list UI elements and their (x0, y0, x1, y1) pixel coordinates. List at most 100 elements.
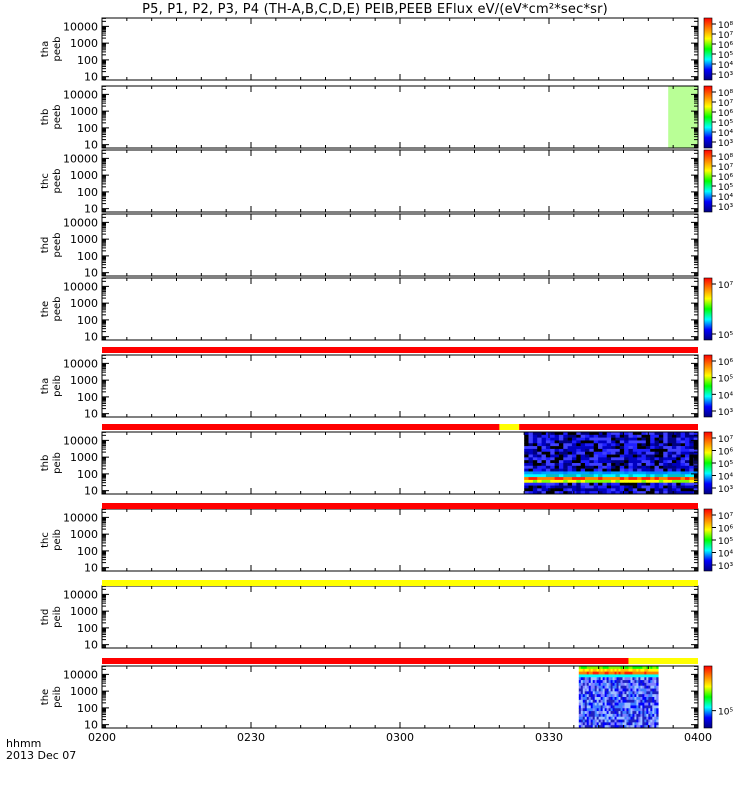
colorbar-tick-label: 10⁴ (718, 193, 733, 203)
y-tick-label: 100 (77, 122, 98, 135)
y-tick-label: 1000 (70, 169, 98, 182)
colorbar-tick-label: 10⁴ (718, 129, 733, 139)
colorbar-tick-label: 10⁴ (718, 473, 733, 483)
y-tick-label: 100 (77, 391, 98, 404)
panel-label: thapeeb (40, 37, 63, 62)
y-tick-label: 10 (84, 267, 98, 280)
status-strip (102, 503, 698, 509)
axes-frame (101, 17, 699, 81)
y-tick-label: 10000 (63, 357, 98, 370)
panel-label: thapeib (40, 375, 63, 397)
y-tick-label: 100 (77, 250, 98, 263)
x-tick-label: 0400 (684, 731, 712, 744)
status-strips (102, 347, 698, 664)
y-tick-label: 1000 (70, 37, 98, 50)
y-tick-label: 10000 (63, 88, 98, 101)
y-tick-label: 10 (84, 71, 98, 84)
colorbar (703, 277, 713, 341)
y-tick-label: 10000 (63, 152, 98, 165)
y-tick-label: 100 (77, 545, 98, 558)
colorbar-tick-label: 10⁷ (718, 281, 733, 291)
colorbar-tick-label: 10⁸ (718, 153, 733, 163)
chart-title: P5, P1, P2, P3, P4 (TH-A,B,C,D,E) PEIB,P… (142, 2, 608, 17)
status-strip-segment (628, 658, 698, 664)
axes-frame (101, 213, 699, 277)
y-tick-label: 1000 (70, 105, 98, 118)
colorbar-tick-label: 10⁵ (718, 51, 733, 61)
y-tick-label: 1000 (70, 297, 98, 310)
status-strip (102, 580, 698, 586)
x-tick-label: 0230 (237, 731, 265, 744)
panel-label: thdpeeb (40, 233, 63, 258)
y-tick-label: 10000 (63, 434, 98, 447)
colorbar-tick-label: 10⁷ (718, 512, 733, 522)
y-tick-label: 10000 (63, 216, 98, 229)
colorbar-tick-label: 10⁵ (718, 460, 733, 470)
y-tick-label: 10000 (63, 20, 98, 33)
colorbar (703, 85, 713, 149)
x-tick-label: 0330 (535, 731, 563, 744)
colorbar-tick-label: 10³ (718, 485, 733, 495)
colorbar-tick-label: 10³ (718, 203, 733, 213)
y-tick-label: 100 (77, 702, 98, 715)
colorbar-tick-label: 10⁷ (718, 435, 733, 445)
colorbar-tick-label: 10³ (718, 562, 733, 572)
colorbar (703, 508, 713, 572)
colorbar-tick-label: 10³ (718, 408, 733, 418)
panel-label: thbpeib (40, 452, 63, 474)
colorbar-tick-label: 10⁷ (718, 99, 733, 109)
colorbar-tick-label: 10⁶ (718, 173, 733, 183)
colorbar-tick-label: 10⁷ (718, 163, 733, 173)
y-tick-label: 1000 (70, 528, 98, 541)
colorbar-tick-label: 10⁸ (718, 21, 733, 31)
colorbar (703, 354, 713, 418)
y-tick-label: 1000 (70, 374, 98, 387)
colorbar-tick-label: 10⁶ (718, 358, 733, 368)
y-tick-label: 10 (84, 203, 98, 216)
axes-frame (101, 85, 699, 149)
colorbar-tick-label: 10⁶ (718, 448, 733, 458)
colorbar-tick-label: 10³ (718, 71, 733, 81)
colorbar-tick-label: 10⁵ (718, 183, 733, 193)
axes-frame (101, 508, 699, 572)
colorbar-tick-label: 10⁶ (718, 109, 733, 119)
colorbar-tick-label: 10⁵ (718, 708, 733, 718)
status-strip (102, 658, 698, 664)
colorbar-tick-label: 10⁴ (718, 391, 733, 401)
colorbar-tick-label: 10⁵ (718, 537, 733, 547)
y-tick-label: 10 (84, 562, 98, 575)
panel-label: thcpeib (40, 529, 63, 551)
colorbar (703, 17, 713, 81)
colorbar-tick-label: 10⁶ (718, 525, 733, 535)
y-tick-label: 10000 (63, 511, 98, 524)
colorbar-tick-label: 10⁵ (718, 375, 733, 385)
colorbar (703, 665, 713, 729)
status-strip (102, 424, 698, 430)
y-tick-label: 10 (84, 639, 98, 652)
y-tick-label: 100 (77, 54, 98, 67)
date-label: 2013 Dec 07 (6, 749, 77, 762)
panel-label: thbpeeb (40, 105, 63, 130)
panel-label: thepeeb (40, 297, 63, 322)
panel-label: thdpeib (40, 606, 63, 628)
status-strip-segment (499, 424, 520, 430)
colorbar-tick-label: 10⁴ (718, 550, 733, 560)
x-tick-label: 0200 (88, 731, 116, 744)
colorbar-tick-label: 10⁸ (718, 89, 733, 99)
colorbar-tick-label: 10³ (718, 139, 733, 149)
colorbar-tick-label: 10⁶ (718, 41, 733, 51)
y-tick-label: 1000 (70, 451, 98, 464)
y-tick-label: 100 (77, 622, 98, 635)
colorbar-tick-label: 10⁴ (718, 61, 733, 71)
colorbar-tick-label: 10⁵ (718, 331, 733, 341)
